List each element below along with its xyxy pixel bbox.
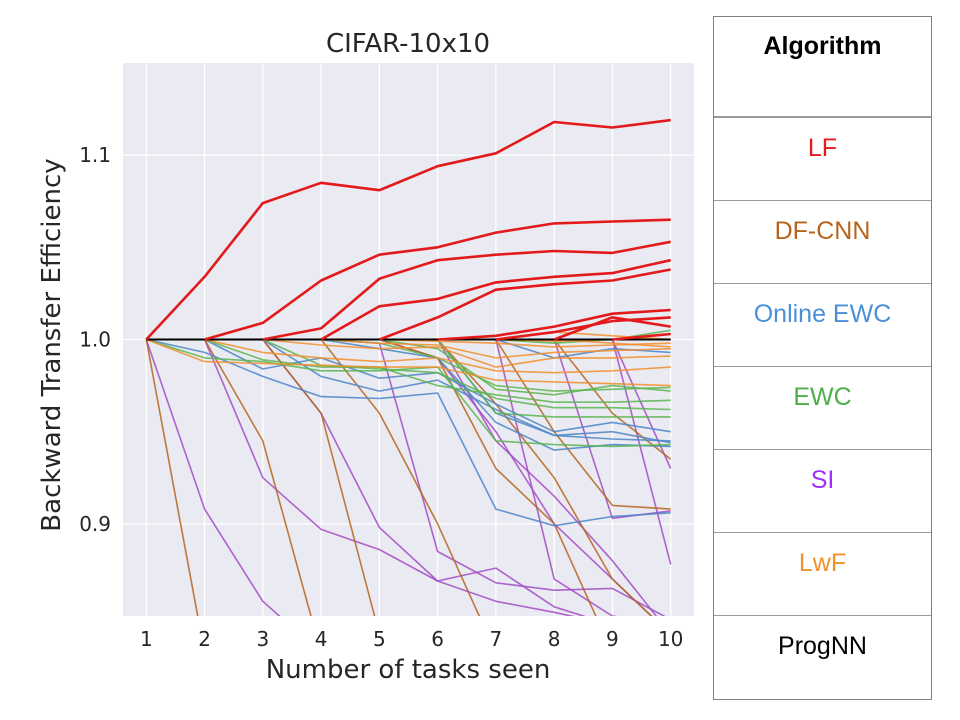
series-line-si: [495, 339, 618, 616]
legend-entry-online-ewc: Online EWC: [714, 284, 931, 367]
chart-title: CIFAR-10x10: [326, 29, 490, 59]
x-tick-label: 7: [490, 627, 503, 651]
series-line-ewc: [204, 338, 671, 404]
x-tick-label: 9: [606, 627, 619, 651]
y-axis-label: Backward Transfer Efficiency: [37, 158, 67, 531]
legend-entry-lwf: LwF: [714, 533, 931, 616]
series-line-online-ewc: [146, 338, 671, 527]
series-line-df-cnn: [145, 339, 199, 616]
series-line-si: [436, 339, 658, 616]
x-axis-label: Number of tasks seen: [266, 655, 551, 685]
series-line-df-cnn: [379, 338, 597, 616]
series-line-lwf: [321, 338, 671, 359]
series-line-lf: [612, 332, 671, 341]
legend-entry-df-cnn: DF-CNN: [714, 201, 931, 284]
legend-header: Algorithm: [714, 17, 931, 118]
series-line-si: [145, 339, 281, 616]
chart: 0.9 1.0 1.1 1 2 3 4 5 6 7 8 9 10 CIFAR-10x10 Number …: [37, 29, 694, 685]
series-line-si: [611, 339, 672, 469]
series-line-online-ewc: [495, 338, 671, 359]
y-tick-label: 1.1: [79, 143, 111, 167]
series-line-lwf: [262, 338, 671, 368]
series-line-lwf: [146, 338, 671, 387]
x-tick-label: 4: [315, 627, 328, 651]
series-line-df-cnn: [553, 339, 672, 460]
series-line-si: [611, 339, 672, 565]
series-layer: [145, 118, 672, 616]
series-line-lf: [495, 316, 671, 341]
x-tick-label: 3: [256, 627, 269, 651]
x-tick-label: 10: [658, 627, 683, 651]
series-line-df-cnn: [203, 339, 312, 616]
legend-entry-prognn: ProgNN: [778, 632, 867, 660]
x-tick-label: 1: [140, 627, 153, 651]
legend-entry-ewc: EWC: [714, 367, 931, 450]
series-line-lwf: [204, 338, 671, 374]
series-line-lwf: [554, 338, 671, 348]
series-line-lf: [378, 268, 671, 341]
series-line-df-cnn: [495, 339, 671, 510]
y-tick-label: 1.0: [79, 328, 111, 352]
tick-labels: 0.9 1.0 1.1 1 2 3 4 5 6 7 8 9 10: [79, 143, 683, 651]
series-line-lf: [553, 316, 671, 341]
series-line-ewc: [436, 339, 671, 418]
series-line-lf: [320, 258, 671, 341]
legend-table: Algorithm LF DF-CNN Online EWC EWC SI Lw…: [713, 16, 932, 700]
series-line-df-cnn: [320, 339, 481, 616]
x-tick-label: 2: [198, 627, 211, 651]
series-line-ewc: [146, 338, 671, 448]
y-tick-label: 0.9: [79, 512, 111, 536]
legend-entry-lf: LF: [714, 118, 931, 201]
series-line-si: [262, 339, 575, 616]
x-tick-label: 8: [548, 627, 561, 651]
series-line-lf: [262, 240, 671, 341]
legend-entry-si: SI: [714, 450, 931, 533]
series-line-df-cnn: [437, 338, 653, 616]
series-line-lf: [204, 218, 671, 341]
x-tick-label: 5: [373, 627, 386, 651]
series-line-lf: [145, 118, 671, 341]
series-line-lf: [437, 308, 671, 341]
x-tick-label: 6: [431, 627, 444, 651]
series-line-lwf: [379, 338, 671, 348]
series-line-online-ewc: [262, 338, 671, 442]
